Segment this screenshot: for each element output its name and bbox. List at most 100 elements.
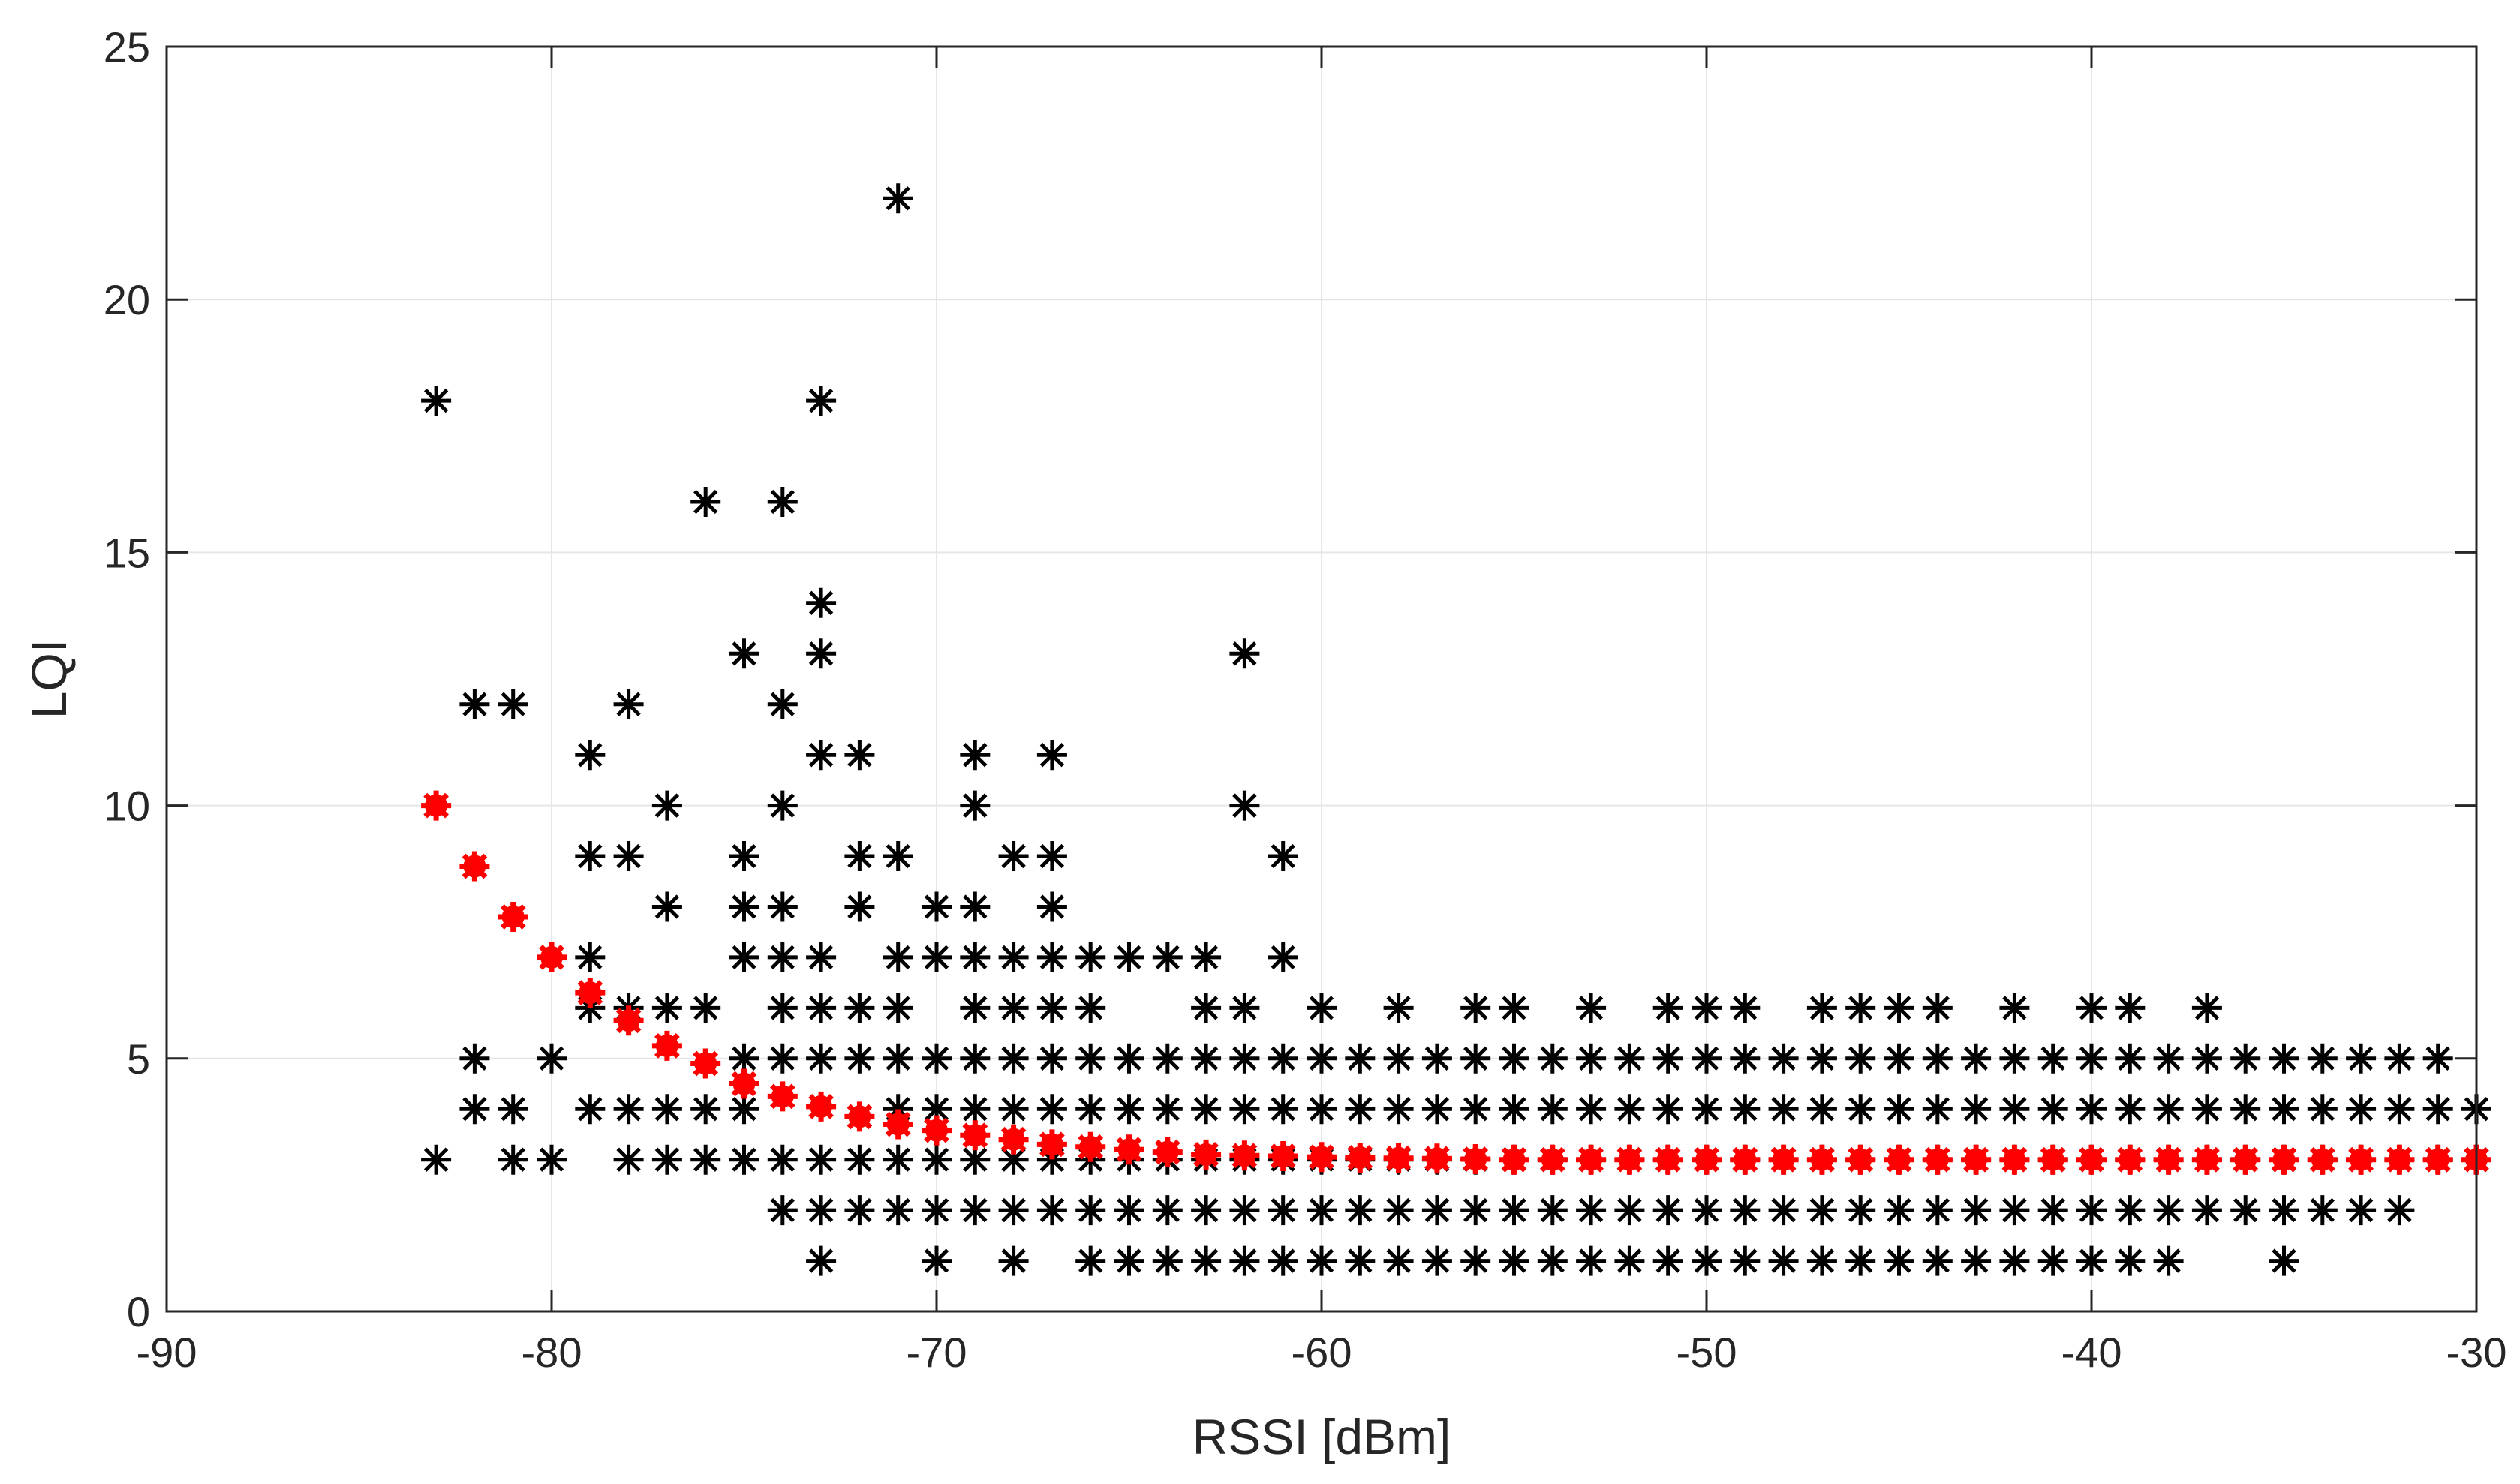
data-point [498, 689, 528, 719]
mean-point [767, 1081, 798, 1112]
data-point [1730, 993, 1761, 1023]
data-point [1884, 1094, 1914, 1125]
data-point [1999, 1195, 2030, 1226]
data-point [1191, 993, 1222, 1023]
data-point [575, 1094, 606, 1125]
data-point [1922, 1094, 1953, 1125]
data-point [2076, 1043, 2107, 1074]
mean-point [2153, 1144, 2184, 1175]
data-point [1961, 1245, 1992, 1276]
data-point [498, 1094, 528, 1125]
data-point [1576, 1195, 1607, 1226]
data-point [613, 1094, 644, 1125]
data-point [960, 1195, 991, 1226]
data-point [1114, 942, 1144, 972]
data-point [1884, 1195, 1914, 1226]
data-point [2307, 1195, 2338, 1226]
data-point [1499, 1245, 1529, 1276]
y-tick-label: 20 [104, 276, 150, 323]
data-point [2076, 1245, 2107, 1276]
data-point [960, 790, 991, 821]
data-point [1383, 1245, 1414, 1276]
data-point [1922, 1245, 1953, 1276]
data-point [883, 942, 913, 972]
data-point [767, 689, 798, 719]
data-point [1036, 1094, 1067, 1125]
data-point [2384, 1094, 2415, 1125]
mean-point [1768, 1144, 1799, 1175]
data-point [1229, 1245, 1260, 1276]
data-point [421, 1144, 452, 1175]
data-point [1845, 1043, 1876, 1074]
data-point [1268, 1195, 1298, 1226]
x-tick-label: -50 [1676, 1329, 1737, 1376]
data-point [1999, 1043, 2030, 1074]
data-point [459, 689, 490, 719]
data-point [1421, 1043, 1452, 1074]
data-point [1460, 1094, 1491, 1125]
data-point [1460, 1245, 1491, 1276]
data-point [2076, 993, 2107, 1023]
mean-point [1075, 1131, 1106, 1162]
data-point [960, 1144, 991, 1175]
data-point [1191, 1245, 1222, 1276]
data-point [729, 891, 759, 922]
data-point [1383, 1195, 1414, 1226]
data-point [1036, 841, 1067, 871]
data-point [1730, 1245, 1761, 1276]
x-tick-label: -60 [1292, 1329, 1352, 1376]
y-axis-label: LQI [21, 639, 77, 719]
mean-point [2384, 1144, 2415, 1175]
data-point [1806, 1245, 1837, 1276]
data-point [2269, 1094, 2299, 1125]
data-point [2422, 1094, 2453, 1125]
data-point [1152, 1094, 1183, 1125]
data-point [2307, 1043, 2338, 1074]
data-point [1114, 1043, 1144, 1074]
y-tick-label: 5 [127, 1035, 150, 1083]
data-point [806, 1195, 837, 1226]
data-point [1537, 1043, 1568, 1074]
data-point [844, 1144, 875, 1175]
data-point [922, 942, 952, 972]
data-point [767, 993, 798, 1023]
data-point [1692, 1245, 1722, 1276]
data-point [2037, 1094, 2068, 1125]
data-point [922, 1245, 952, 1276]
data-point [1692, 1043, 1722, 1074]
mean-point [883, 1109, 913, 1140]
data-point [1345, 1195, 1376, 1226]
data-point [1229, 1043, 1260, 1074]
mean-point [2269, 1144, 2299, 1175]
data-point [806, 587, 837, 618]
data-point [844, 891, 875, 922]
data-point [1191, 1195, 1222, 1226]
data-point [767, 891, 798, 922]
data-point [2153, 1043, 2184, 1074]
data-point [2153, 1094, 2184, 1125]
data-point [2191, 1094, 2222, 1125]
data-point [1806, 1195, 1837, 1226]
data-point [690, 487, 721, 517]
mean-point [806, 1091, 837, 1122]
data-point [1999, 993, 2030, 1023]
x-tick-label: -40 [2061, 1329, 2122, 1376]
data-point [883, 1094, 913, 1125]
data-point [806, 638, 837, 669]
data-point [806, 1043, 837, 1074]
data-point [1383, 1094, 1414, 1125]
data-point [883, 993, 913, 1023]
data-point [1345, 1094, 1376, 1125]
y-tick-label: 10 [104, 783, 150, 830]
data-point [844, 1043, 875, 1074]
data-point [613, 1144, 644, 1175]
data-point [767, 1195, 798, 1226]
data-point [2153, 1195, 2184, 1226]
data-point [1692, 1094, 1722, 1125]
data-point [1576, 1094, 1607, 1125]
data-point [1383, 1043, 1414, 1074]
data-point [2115, 1195, 2146, 1226]
mean-curve-points [421, 790, 2491, 1175]
mean-point [1576, 1144, 1607, 1175]
data-point [806, 1144, 837, 1175]
